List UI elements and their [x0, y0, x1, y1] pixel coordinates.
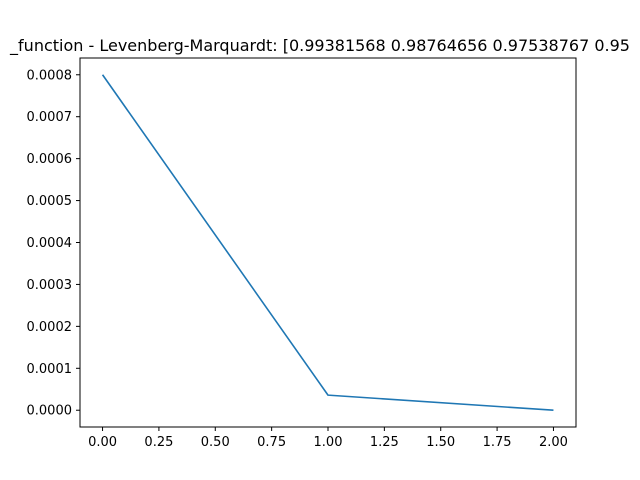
x-tick-label: 1.50	[426, 435, 455, 450]
x-tick-label: 1.75	[483, 435, 512, 450]
x-tick-label: 0.00	[88, 435, 117, 450]
x-axis: 0.00 0.25 0.50 0.75 1.00 1.25 1.50 1.75 2.00	[88, 427, 568, 450]
y-tick-label: 0.0007	[27, 110, 73, 125]
y-tick-label: 0.0004	[27, 236, 73, 251]
x-tick-label: 0.75	[257, 435, 286, 450]
x-tick-label: 1.25	[370, 435, 399, 450]
y-tick-label: 0.0006	[27, 152, 73, 167]
y-tick-label: 0.0001	[27, 362, 73, 377]
y-tick-label: 0.0000	[27, 404, 73, 419]
y-tick-label: 0.0003	[27, 278, 73, 293]
x-tick-label: 0.50	[201, 435, 230, 450]
x-tick-label: 0.25	[144, 435, 173, 450]
y-axis: 0.0000 0.0001 0.0002 0.0003 0.0004 0.0005 0.00…	[27, 68, 80, 419]
chart-title: _function - Levenberg-Marquardt: [0.9938…	[9, 36, 630, 56]
axes-frame	[79, 57, 577, 428]
y-tick-label: 0.0008	[27, 68, 73, 83]
y-tick-label: 0.0005	[27, 194, 73, 209]
y-tick-label: 0.0002	[27, 320, 73, 335]
series-line-0	[101, 74, 554, 412]
x-tick-label: 1.00	[314, 435, 343, 450]
x-tick-label: 2.00	[539, 435, 568, 450]
series-layer	[101, 74, 554, 412]
